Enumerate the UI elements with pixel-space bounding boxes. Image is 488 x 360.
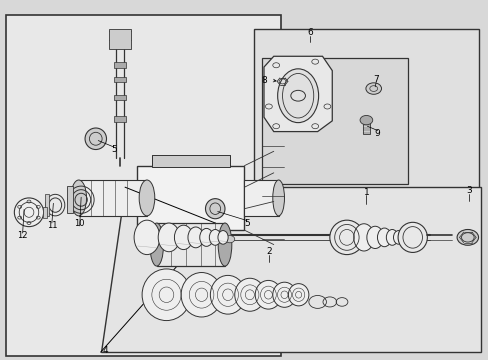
Text: 10: 10 <box>74 219 85 228</box>
Ellipse shape <box>397 222 427 252</box>
Bar <box>114 62 126 68</box>
Bar <box>5 15 281 356</box>
Ellipse shape <box>209 229 221 245</box>
Ellipse shape <box>272 180 284 216</box>
Text: 11: 11 <box>46 221 57 230</box>
Ellipse shape <box>85 128 106 149</box>
Circle shape <box>359 116 372 125</box>
Ellipse shape <box>277 69 318 123</box>
Ellipse shape <box>218 223 231 266</box>
Bar <box>157 223 224 266</box>
Circle shape <box>224 235 234 243</box>
Text: 6: 6 <box>307 28 312 37</box>
Bar <box>42 207 46 218</box>
Ellipse shape <box>181 273 222 317</box>
Ellipse shape <box>71 180 86 216</box>
Bar <box>114 116 126 122</box>
Ellipse shape <box>272 282 296 307</box>
Bar <box>67 186 73 213</box>
Text: 5: 5 <box>244 219 249 228</box>
Bar <box>109 30 131 49</box>
Polygon shape <box>264 56 331 132</box>
Text: 7: 7 <box>372 75 378 84</box>
Ellipse shape <box>14 198 43 226</box>
Bar <box>44 194 49 216</box>
Bar <box>114 77 126 82</box>
Ellipse shape <box>134 220 160 255</box>
Ellipse shape <box>218 230 228 244</box>
Text: 5: 5 <box>111 145 117 154</box>
Ellipse shape <box>329 220 363 255</box>
Ellipse shape <box>386 229 397 245</box>
Ellipse shape <box>288 284 308 306</box>
Text: 3: 3 <box>465 186 471 195</box>
Ellipse shape <box>142 269 190 320</box>
Ellipse shape <box>187 227 203 248</box>
Ellipse shape <box>150 223 163 266</box>
Circle shape <box>185 235 195 243</box>
Polygon shape <box>101 187 480 352</box>
Text: 1: 1 <box>363 188 368 197</box>
Ellipse shape <box>158 223 179 252</box>
Ellipse shape <box>139 180 155 216</box>
Ellipse shape <box>210 275 245 314</box>
Ellipse shape <box>200 228 213 246</box>
Ellipse shape <box>366 226 383 248</box>
Text: 9: 9 <box>374 129 380 138</box>
Text: 4: 4 <box>102 346 108 355</box>
Text: 8: 8 <box>261 76 266 85</box>
Bar <box>114 95 126 100</box>
Ellipse shape <box>205 199 224 219</box>
Circle shape <box>365 83 381 94</box>
Circle shape <box>456 229 478 245</box>
Bar <box>261 58 407 184</box>
Bar <box>79 180 147 216</box>
Text: 12: 12 <box>18 231 28 240</box>
Bar <box>152 155 229 167</box>
Bar <box>362 121 369 134</box>
Ellipse shape <box>353 224 373 251</box>
Ellipse shape <box>234 278 264 311</box>
Bar <box>244 180 278 216</box>
Ellipse shape <box>255 280 281 309</box>
Ellipse shape <box>393 230 403 244</box>
Text: 2: 2 <box>265 247 271 256</box>
Bar <box>254 30 478 202</box>
Bar <box>137 166 244 230</box>
Ellipse shape <box>377 228 390 247</box>
Ellipse shape <box>174 225 192 249</box>
Circle shape <box>147 235 157 243</box>
